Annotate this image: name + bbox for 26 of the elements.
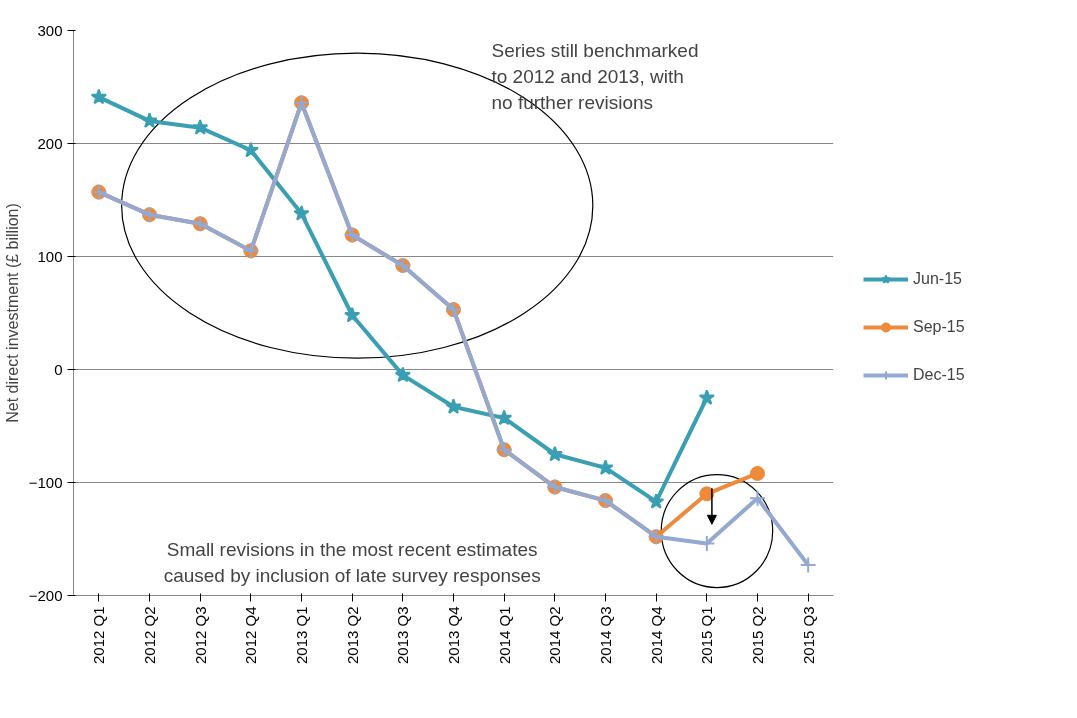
x-tick-label: 2015 Q3 — [799, 606, 817, 665]
annotation: Small revisions in the most recent estimates caused by inclusion of late survey responses — [163, 539, 541, 587]
x-tick-label: 2013 Q1 — [293, 606, 310, 665]
x-tick-label: 2012 Q4 — [242, 606, 260, 665]
x-tick-label: 2013 Q4 — [445, 606, 462, 665]
y-axis-title: Net direct investment (£ billion) — [3, 203, 21, 423]
x-tick-label: 2015 Q2 — [749, 606, 766, 665]
legend-label: Dec-15 — [913, 365, 965, 384]
x-tick-label: 2014 Q3 — [597, 606, 614, 665]
x-tick-label: 2012 Q2 — [141, 606, 158, 665]
x-tick-label: 2013 Q3 — [394, 606, 412, 665]
y-tick-label: 300 — [37, 21, 63, 39]
y-tick-label: 200 — [37, 134, 63, 152]
x-tick-label: 2015 Q1 — [698, 606, 716, 665]
y-tick-label: −200 — [28, 586, 63, 604]
x-tick-label: 2012 Q1 — [90, 606, 108, 665]
x-tick-label: 2014 Q1 — [495, 606, 513, 665]
x-tick-label: 2012 Q3 — [191, 606, 209, 665]
x-tick-label: 2013 Q2 — [343, 606, 361, 665]
y-tick-label: 100 — [37, 247, 63, 265]
legend-label: Jun-15 — [913, 269, 962, 288]
y-tick-label: −100 — [28, 473, 63, 491]
legend-label: Sep-15 — [913, 317, 965, 336]
y-tick-label: 0 — [54, 360, 63, 378]
x-tick-label: 2014 Q4 — [647, 606, 665, 665]
x-tick-label: 2014 Q2 — [546, 606, 564, 665]
